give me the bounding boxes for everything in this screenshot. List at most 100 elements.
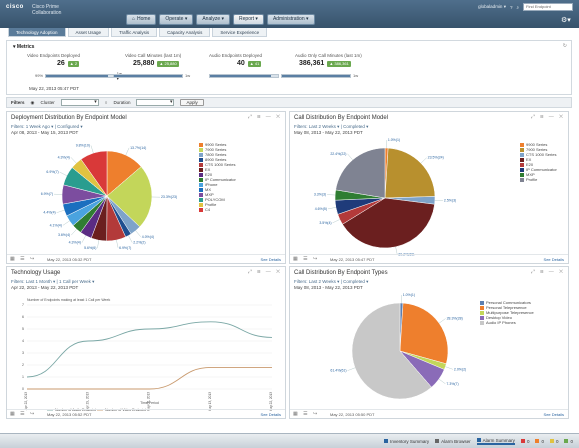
report-tabs: Technology Adoption Asset Usage Traffic …	[8, 28, 269, 38]
nav-home-label: Home	[137, 16, 151, 22]
alarm-severity-count[interactable]: 0	[535, 439, 544, 444]
legend-item[interactable]: Desktop Video	[480, 315, 534, 320]
panel-footer: ▦ ☰ ↪ May 22, 2013 05:47 PDT See Details	[290, 254, 568, 263]
slice-leader-line	[59, 171, 67, 176]
tab-technology-adoption[interactable]: Technology Adoption	[8, 28, 66, 37]
legend-item[interactable]: MXP	[199, 192, 236, 197]
user-menu[interactable]: globaladmin ▾	[478, 4, 506, 9]
x-tick-label: Apr 29, 2013	[85, 392, 89, 410]
legend-item[interactable]: C4	[199, 207, 236, 212]
nav-operate[interactable]: Operate ▾	[159, 14, 194, 25]
legend-item[interactable]: EX	[520, 157, 557, 162]
see-details-link[interactable]: See Details	[543, 412, 564, 417]
panel-window-icons[interactable]: ⤢ ⊟ — ✕	[247, 269, 282, 275]
slice-label: 4.0%(4)	[142, 235, 154, 239]
refresh-icon[interactable]: ↻	[562, 43, 567, 49]
series-line[interactable]	[27, 366, 272, 390]
search-input[interactable]: Find Endpoint	[523, 3, 573, 11]
metric-label: Audio Endpoints Deployed	[209, 53, 263, 58]
status-label: Alarm Summary	[482, 437, 515, 443]
legend-item[interactable]: E20	[520, 162, 557, 167]
chart-toolbar-icons[interactable]: ▦ ☰ ↪	[293, 256, 320, 262]
legend-item[interactable]: IP Communicator	[520, 167, 557, 172]
panel-filter[interactable]: Filters: Last 2 Weeks ▾ | Completed ▾	[294, 279, 369, 284]
legend-item[interactable]: POLYCOM	[199, 197, 236, 202]
nav-home[interactable]: ⌂ Home	[126, 14, 157, 25]
slice-label: 3.6%(4)	[58, 233, 70, 237]
alarm-severity-count[interactable]: 0	[564, 439, 573, 444]
legend-item[interactable]: 7900 Series	[520, 147, 557, 152]
see-details-link[interactable]: See Details	[260, 412, 281, 417]
call-model-legend: 9900 Series 7900 Series CTS 1000 Series EX E…	[520, 142, 557, 182]
legend-item[interactable]: IP Communicator	[199, 177, 236, 182]
legend-item[interactable]: Personal Telepresence	[480, 305, 534, 310]
legend-item[interactable]: MXP	[520, 172, 557, 177]
panel-filter[interactable]: Filters: Last 1 Month ▾ | 1 Call per Wee…	[11, 279, 95, 284]
panel-window-icons[interactable]: ⤢ ⊟ — ✕	[530, 114, 565, 120]
tab-service-experience[interactable]: Service Experience	[212, 28, 268, 37]
legend-item[interactable]: iPhone	[199, 182, 236, 187]
search-icon[interactable]: ⌕	[516, 4, 519, 10]
status-alarm-browser[interactable]: Alarm Browser	[435, 439, 471, 444]
y-tick-label: 2	[22, 363, 24, 367]
panel-filter[interactable]: Filters: 1 Week Ago ▾ | Configured ▾	[11, 124, 83, 129]
legend-item[interactable]: 8900 Series	[199, 157, 236, 162]
status-inventory-summary[interactable]: Inventory Summary	[384, 439, 429, 444]
help-icon[interactable]: ?	[509, 4, 513, 10]
nav-analyze[interactable]: Analyze ▾	[196, 14, 231, 25]
legend-item[interactable]: 7900 Series	[199, 147, 236, 152]
gear-icon[interactable]: ⚙▾	[561, 17, 571, 24]
pie-slice[interactable]	[351, 302, 432, 400]
cluster-select[interactable]	[60, 99, 99, 106]
legend-label: Personal Telepresence	[486, 305, 527, 310]
legend-item[interactable]: 7800 Series	[199, 152, 236, 157]
legend-item[interactable]: E20	[199, 172, 236, 177]
tab-capacity-analysis[interactable]: Capacity Analysis	[159, 28, 211, 37]
legend-item[interactable]: Audio IP Phones	[480, 320, 534, 325]
legend-item[interactable]: MX	[199, 187, 236, 192]
panel-window-icons[interactable]: ⤢ ⊟ — ✕	[530, 269, 565, 275]
panel-window-icons[interactable]: ⤢ ⊟ — ✕	[247, 114, 282, 120]
cluster-radio[interactable]: ◉	[30, 99, 35, 105]
nav-report[interactable]: Report ▾	[233, 14, 264, 25]
status-alarm-summary[interactable]: Alarm Summary	[476, 437, 515, 445]
see-details-link[interactable]: See Details	[543, 257, 564, 262]
duration-radio[interactable]: ○	[104, 100, 108, 105]
legend-label: 7900 Series	[205, 147, 227, 152]
pie-slice[interactable]	[384, 147, 436, 199]
pie-slice[interactable]	[80, 150, 108, 197]
call-model-pie-chart: 1.0%(1)23.5%(24)2.5%(3)39.2%(39)3.5%(4)4…	[314, 138, 456, 256]
legend-item[interactable]: 9900 Series	[199, 142, 236, 147]
chart-toolbar-icons[interactable]: ▦ ☰ ↪	[293, 411, 320, 417]
tab-traffic-analysis[interactable]: Traffic Analysis	[111, 28, 158, 37]
legend-item[interactable]: Multipurpose Telepresence	[480, 310, 534, 315]
legend-swatch	[520, 162, 524, 167]
chart-toolbar-icons[interactable]: ▦ ☰ ↪	[10, 256, 37, 262]
pie-slice[interactable]	[342, 197, 435, 249]
legend-item[interactable]: Personal Communicators	[480, 300, 534, 305]
see-details-link[interactable]: See Details	[260, 257, 281, 262]
duration-select[interactable]	[136, 99, 175, 106]
legend-item[interactable]: CTS 1000 Series	[199, 162, 236, 167]
chart-toolbar-icons[interactable]: ▦ ☰ ↪	[10, 411, 37, 417]
collapse-icon[interactable]: ▾	[13, 44, 16, 50]
legend-item[interactable]: Profile	[520, 177, 557, 182]
legend-item[interactable]: 9900 Series	[520, 142, 557, 147]
alarm-severity-count[interactable]: 0	[520, 439, 529, 444]
pie-slice[interactable]	[399, 302, 449, 365]
tab-asset-usage[interactable]: Asset Usage	[67, 28, 110, 37]
period-label[interactable]: 1w ▾	[116, 71, 122, 81]
slice-leader-line	[116, 239, 119, 248]
legend-item[interactable]: CTS 1000 Series	[520, 152, 557, 157]
metric-badge: ▲ 25,880	[157, 60, 179, 67]
y-tick-label: 0	[22, 387, 24, 391]
legend-swatch	[199, 152, 203, 157]
nav-administration[interactable]: Administration ▾	[266, 14, 315, 25]
legend-item[interactable]: Profile	[199, 202, 236, 207]
panel-filter[interactable]: Filters: Last 2 Weeks ▾ | Completed ▾	[294, 124, 369, 129]
apply-button[interactable]: Apply	[180, 99, 204, 106]
series-line[interactable]	[26, 321, 273, 378]
alarm-severity-count[interactable]: 0	[549, 439, 558, 444]
slice-label: 23.5%(24)	[428, 156, 444, 160]
legend-item[interactable]: EX	[199, 167, 236, 172]
